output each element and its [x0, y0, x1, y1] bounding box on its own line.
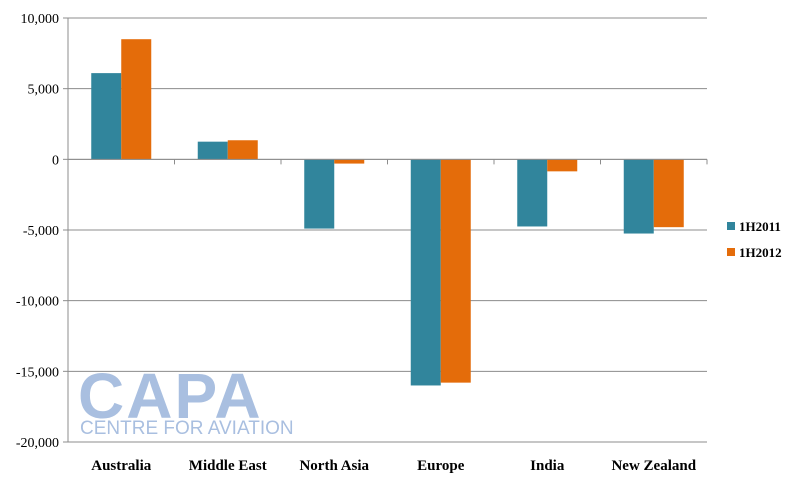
x-axis: Australia Middle East North Asia Europe Indi…: [91, 458, 696, 474]
category-label: Middle East: [189, 458, 267, 474]
legend-label: 1H2011: [739, 219, 781, 234]
legend-swatch: [727, 222, 735, 230]
watermark-logo-text: CAPA: [78, 360, 263, 432]
capa-watermark-logo: CAPA CENTRE FOR AVIATION: [78, 360, 294, 439]
category-label: North Asia: [299, 458, 369, 474]
bar-1h2012-europe: [440, 159, 471, 383]
bar-1h2012-new-zealand: [653, 159, 684, 228]
legend-swatch: [727, 248, 735, 256]
watermark-tagline: CENTRE FOR AVIATION: [80, 418, 294, 439]
y-tick-label: -15,000: [16, 365, 59, 380]
category-label: New Zealand: [611, 458, 696, 474]
bar-1h2011-europe: [410, 159, 441, 386]
legend: 1H2011 1H2012: [727, 219, 782, 260]
y-axis: 10,000 5,000 0 -5,000 -10,000 -15,000 -20,000: [16, 12, 69, 451]
bar-1h2012-north-asia: [334, 159, 365, 164]
category-label: Europe: [417, 458, 465, 474]
bar-1h2011-middle-east: [197, 141, 228, 160]
bars: [91, 39, 684, 386]
bar-1h2012-australia: [121, 39, 152, 160]
bar-1h2012-middle-east: [227, 140, 258, 160]
zero-axis-line: [67, 158, 708, 165]
bar-1h2011-india: [517, 159, 548, 227]
y-tick-label: -10,000: [16, 295, 59, 310]
y-tick-label: -20,000: [16, 436, 59, 451]
legend-label: 1H2012: [739, 245, 782, 260]
bar-1h2012-india: [547, 159, 578, 172]
y-tick-label: -5,000: [23, 224, 59, 239]
category-label: Australia: [91, 458, 152, 474]
bar-1h2011-new-zealand: [623, 159, 654, 234]
bar-1h2011-north-asia: [304, 159, 335, 229]
y-tick-label: 5,000: [28, 83, 60, 98]
category-label: India: [530, 458, 565, 474]
y-tick-label: 10,000: [21, 12, 60, 27]
y-tick-label: 0: [52, 153, 59, 168]
bar-1h2011-australia: [91, 73, 122, 160]
